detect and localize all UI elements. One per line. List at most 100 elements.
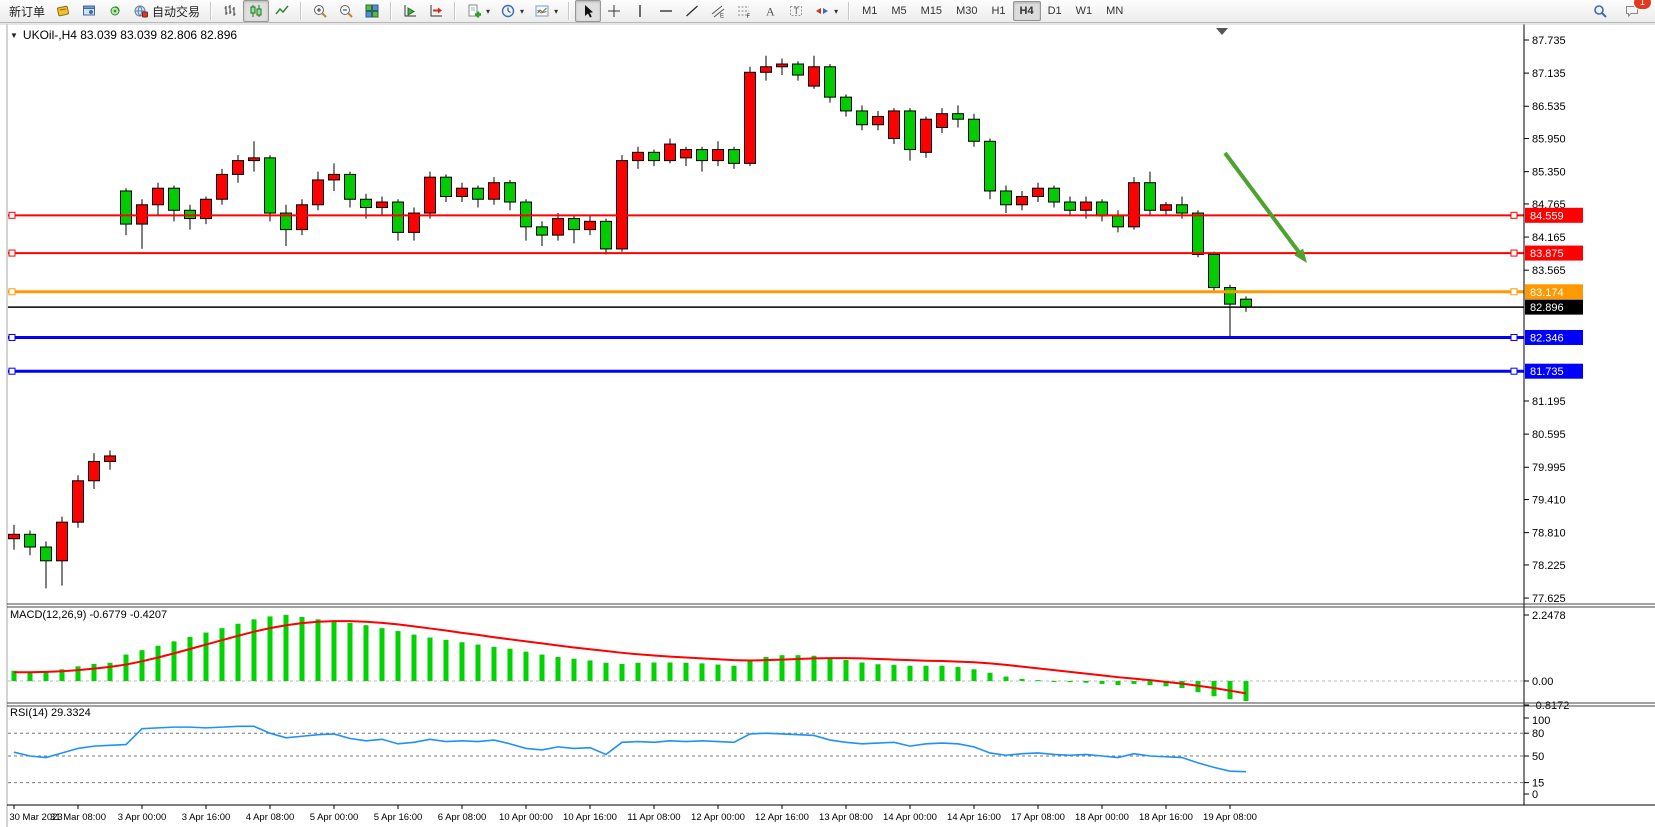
autotrading-button-label: 自动交易 — [152, 4, 201, 19]
toolbar-separator — [848, 2, 851, 20]
trend-arrow[interactable] — [1223, 151, 1304, 258]
toolbar-group-4: ▾ ▾ ▾ — [461, 0, 563, 22]
line-handle[interactable] — [8, 288, 16, 296]
timeframe-w1-button[interactable]: W1 — [1075, 5, 1093, 17]
svg-text:A: A — [766, 5, 775, 19]
date-label: 4 Apr 08:00 — [246, 812, 295, 823]
cursor-button[interactable] — [575, 0, 602, 22]
new-order-button[interactable]: 新订单 — [4, 0, 50, 22]
timeframe-h4-button[interactable]: H4 — [1012, 1, 1041, 21]
line-handle[interactable] — [1510, 288, 1518, 296]
timeframe-m5-button[interactable]: M5 — [891, 5, 907, 17]
search-button[interactable] — [1587, 0, 1613, 22]
candle-body-bull — [616, 160, 628, 250]
channel-button[interactable]: E — [705, 0, 731, 22]
timeframe-d1-button[interactable]: D1 — [1047, 5, 1062, 17]
candle-body-bull — [376, 201, 388, 209]
candle-body-bear — [344, 173, 356, 200]
chart-svg[interactable]: 87.73587.13586.53585.95085.35084.76584.1… — [0, 23, 1655, 827]
autotrading-button[interactable]: 自动交易 — [128, 0, 205, 22]
text-icon: A — [762, 3, 778, 19]
candle-body-bear — [696, 149, 708, 162]
collapse-triangle-icon[interactable]: ▼ — [10, 30, 18, 40]
candle-body-bull — [808, 66, 820, 87]
bar-chart-button[interactable] — [217, 0, 243, 22]
date-label: 18 Apr 00:00 — [1075, 812, 1129, 823]
line-handle[interactable] — [8, 367, 16, 375]
candlestick-button[interactable] — [243, 0, 270, 22]
macd-histogram-bar — [779, 655, 785, 681]
chevron-down-icon[interactable]: ▾ — [520, 6, 525, 16]
market-watch-button[interactable] — [50, 0, 76, 22]
hline-button[interactable] — [653, 0, 679, 22]
fibonacci-button[interactable]: F — [731, 0, 757, 22]
price-tag — [1525, 299, 1583, 315]
text-button[interactable]: A — [757, 0, 783, 22]
rsi-axis-label: 80 — [1532, 728, 1544, 740]
line-handle[interactable] — [1510, 211, 1518, 219]
periods-button[interactable]: ▾ — [495, 0, 529, 22]
date-label: 19 Apr 08:00 — [1203, 812, 1257, 823]
line-handle[interactable] — [8, 211, 16, 219]
chevron-down-icon[interactable]: ▾ — [486, 6, 491, 16]
candle-body-bull — [632, 151, 644, 162]
line-chart-button[interactable] — [269, 0, 295, 22]
zoom-out-button[interactable] — [333, 0, 359, 22]
timeframe-mn-button[interactable]: MN — [1106, 5, 1124, 17]
line-handle[interactable] — [1510, 367, 1518, 375]
macd-histogram-bar — [907, 665, 913, 681]
macd-histogram-bar — [187, 636, 193, 681]
candle-body-bear — [728, 149, 740, 164]
timeframe-h1-button[interactable]: H1 — [991, 5, 1006, 17]
chart-shift-button[interactable] — [423, 0, 449, 22]
macd-histogram-bar — [827, 657, 833, 681]
tile-windows-button[interactable] — [359, 0, 385, 22]
candles-icon — [248, 3, 264, 19]
date-label: 5 Apr 00:00 — [310, 812, 359, 823]
chevron-down-icon[interactable]: ▾ — [554, 6, 559, 16]
macd-histogram-bar — [75, 666, 81, 681]
macd-histogram-bar — [107, 662, 113, 681]
vline-button[interactable] — [627, 0, 653, 22]
price-tick-label: 86.535 — [1532, 101, 1566, 113]
candle-body-bull — [744, 71, 756, 164]
candle-body-bear — [536, 226, 548, 236]
chart-canvas[interactable]: ▼ UKOil-,H4 83.039 83.039 82.806 82.896 … — [0, 23, 1655, 827]
templates-button[interactable]: ▾ — [529, 0, 563, 22]
candle-body-bear — [1112, 215, 1124, 228]
line-handle[interactable] — [1510, 249, 1518, 257]
rsi-indicator-label: RSI(14) 29.3324 — [10, 707, 91, 719]
chart-shift-marker-icon[interactable] — [1216, 28, 1228, 35]
price-tag — [1525, 363, 1583, 379]
macd-histogram-bar — [859, 662, 865, 681]
crosshair-button[interactable] — [601, 0, 627, 22]
chevron-down-icon[interactable]: ▾ — [834, 6, 839, 16]
candle-body-bull — [920, 118, 932, 153]
line-handle[interactable] — [8, 249, 16, 257]
line-handle[interactable] — [1510, 333, 1518, 341]
indicators-button[interactable]: ▾ — [461, 0, 495, 22]
chat-button[interactable]: 1 — [1619, 0, 1652, 22]
zoom-in-button[interactable] — [307, 0, 333, 22]
line-handle[interactable] — [8, 333, 16, 341]
candle-body-bear — [1224, 287, 1236, 305]
line-chart-icon — [274, 3, 290, 19]
shapes-button[interactable]: ▾ — [809, 0, 843, 22]
macd-histogram-bar — [379, 628, 385, 681]
macd-histogram-bar — [987, 672, 993, 681]
toolbar: 新订单 自动交易 ▾ ▾ ▾ E F A T ▾ M1 M5 M15 M30 H1 H4 D1 W1 MN 1 — [0, 0, 1655, 23]
navigator-button[interactable] — [102, 0, 128, 22]
timeframe-m30-button[interactable]: M30 — [956, 5, 978, 17]
timeframe-m1-button[interactable]: M1 — [862, 5, 878, 17]
label-button[interactable]: T — [783, 0, 809, 22]
candle-body-bull — [888, 110, 900, 140]
timeframe-m15-button[interactable]: M15 — [920, 5, 943, 17]
trend-arrow-head-icon[interactable] — [1294, 248, 1307, 263]
data-window-button[interactable] — [76, 0, 102, 22]
auto-scroll-button[interactable] — [397, 0, 423, 22]
trendline-button[interactable] — [679, 0, 705, 22]
price-tick-label: 84.165 — [1532, 232, 1566, 244]
price-tick-label: 87.135 — [1532, 68, 1566, 80]
date-label: 11 Apr 08:00 — [627, 812, 680, 823]
